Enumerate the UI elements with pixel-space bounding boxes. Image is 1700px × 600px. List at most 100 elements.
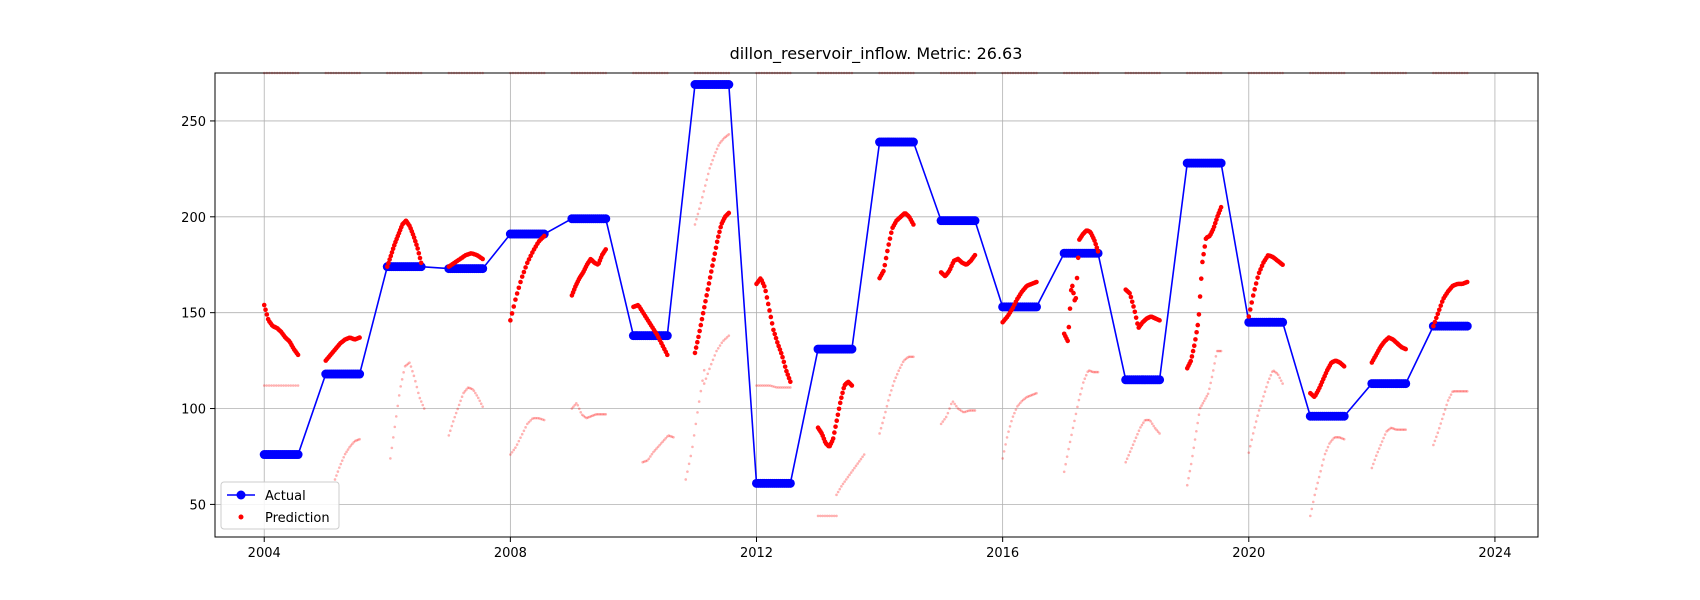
faint-point — [465, 388, 468, 391]
faint-point — [1250, 438, 1254, 442]
faint-point — [948, 407, 951, 410]
faint-point — [709, 162, 713, 166]
faint-point — [1391, 426, 1394, 430]
prediction-point — [764, 295, 770, 300]
faint-point — [597, 412, 600, 416]
prediction-point — [726, 210, 732, 216]
faint-point — [1395, 428, 1399, 431]
faint-point — [1271, 370, 1274, 373]
x-tick-label: 2016 — [986, 546, 1019, 561]
faint-point — [718, 344, 722, 347]
faint-point — [706, 172, 710, 176]
faint-point — [1011, 415, 1015, 418]
faint-point — [1128, 450, 1132, 454]
prediction-point — [411, 235, 417, 240]
faint-point — [757, 384, 760, 387]
faint-point — [509, 453, 512, 456]
faint-point — [1201, 401, 1205, 405]
faint-point — [342, 455, 345, 459]
prediction-point — [519, 274, 525, 279]
faint-point — [333, 478, 337, 481]
faint-point — [912, 355, 915, 359]
faint-point — [838, 487, 842, 491]
faint-point — [708, 166, 711, 170]
faint-point — [789, 386, 792, 389]
faint-point — [1442, 412, 1445, 416]
faint-point — [1150, 422, 1154, 426]
faint-point — [724, 337, 727, 341]
faint-point — [355, 439, 359, 442]
prediction-point — [713, 245, 719, 251]
faint-point — [701, 195, 704, 199]
faint-point — [1262, 395, 1265, 398]
prediction-point — [705, 287, 711, 292]
faint-point — [722, 339, 725, 342]
faint-point — [835, 493, 838, 497]
prediction-point — [415, 246, 420, 251]
faint-point — [895, 372, 899, 376]
faint-point — [655, 447, 658, 450]
faint-point — [338, 466, 341, 469]
faint-point — [402, 371, 405, 374]
faint-point — [823, 514, 827, 518]
faint-point — [854, 464, 858, 468]
prediction-point — [1247, 307, 1253, 312]
prediction-point — [777, 347, 783, 352]
prediction-point — [388, 253, 394, 259]
faint-point — [421, 403, 425, 407]
faint-point — [887, 399, 890, 402]
faint-point — [466, 386, 470, 389]
faint-point — [821, 514, 824, 518]
prediction-point — [832, 430, 837, 435]
faint-point — [1013, 411, 1016, 415]
prediction-point — [1073, 295, 1079, 301]
faint-point — [901, 360, 905, 364]
faint-point — [1065, 455, 1069, 458]
faint-point — [417, 391, 420, 395]
actual-point — [416, 262, 426, 272]
faint-point — [1142, 421, 1145, 425]
faint-point — [403, 364, 407, 368]
faint-point — [846, 475, 850, 479]
faint-point — [1213, 362, 1216, 365]
faint-point — [1021, 398, 1025, 402]
faint-point — [1266, 381, 1270, 384]
faint-point — [704, 377, 708, 380]
faint-point — [1062, 470, 1066, 474]
faint-point — [714, 151, 717, 154]
faint-point — [888, 393, 892, 397]
actual-point — [1462, 321, 1472, 331]
faint-point — [335, 474, 338, 477]
faint-point — [828, 514, 831, 518]
prediction-point — [776, 343, 781, 349]
faint-point — [1068, 440, 1072, 444]
faint-point — [1134, 436, 1138, 440]
prediction-point — [763, 288, 768, 294]
faint-point — [462, 391, 465, 395]
faint-point — [702, 190, 706, 193]
prediction-point — [1198, 276, 1204, 281]
faint-point — [910, 355, 914, 359]
faint-point — [1462, 389, 1466, 393]
prediction-point — [1157, 318, 1162, 323]
faint-point — [709, 362, 713, 366]
prediction-point — [1249, 300, 1255, 305]
prediction-point — [886, 242, 891, 247]
faint-point — [711, 358, 715, 362]
faint-point — [1130, 446, 1133, 450]
faint-point — [1027, 394, 1031, 398]
prediction-point — [523, 265, 528, 270]
faint-point — [405, 363, 408, 367]
prediction-point — [384, 264, 390, 269]
faint-point — [1024, 396, 1028, 399]
faint-point — [459, 399, 462, 403]
faint-point — [1209, 381, 1212, 385]
prediction-point — [1133, 315, 1139, 320]
prediction-point — [769, 321, 775, 326]
faint-point — [422, 407, 426, 410]
faint-point — [853, 466, 856, 470]
faint-point — [1074, 412, 1078, 416]
faint-point — [759, 384, 762, 387]
prediction-point — [830, 436, 836, 441]
faint-point — [968, 409, 972, 412]
